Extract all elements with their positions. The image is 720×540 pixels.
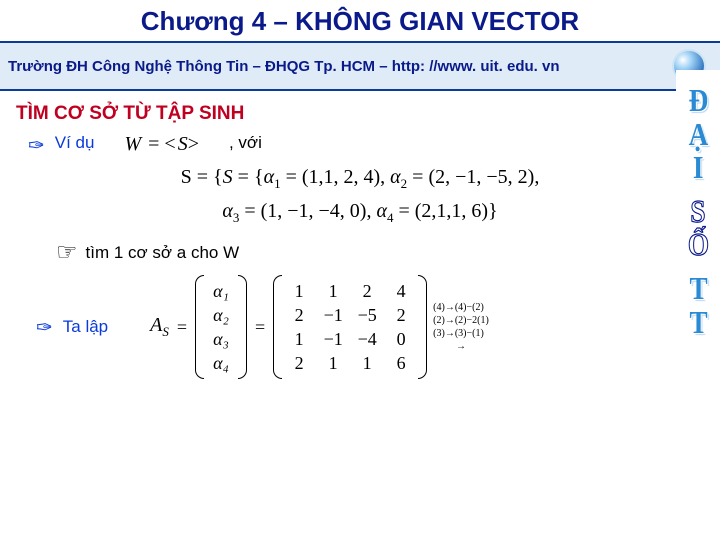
content-area: ✑ Ví dụ W = <S> , với S = {S = {α1 = (1,…	[0, 133, 720, 379]
set-definition: S = {S = {α1 = (1,1, 2, 4), α2 = (2, −1,…	[20, 166, 700, 226]
sidebar-letter: Ạ	[689, 118, 708, 152]
matrix-col-1: 1 2 1 2	[282, 275, 316, 379]
matrix-col-4: 4 2 0 6	[384, 275, 418, 379]
example-line: ✑ Ví dụ W = <S> , với	[20, 133, 700, 158]
matrix-col-2: 1 −1 −1 1	[316, 275, 350, 379]
example-equation: W = <S>	[124, 133, 199, 156]
pointing-hand-icon: ☞	[56, 238, 78, 267]
example-suffix: , với	[229, 133, 262, 153]
matrix-expression: AS = α₁ α₂ α₃ α₄ = 1 2 1 2 1 −1 −1	[150, 275, 489, 379]
row-operations: (4)→(4)−(2) (2)→(2)−2(1) (3)→(3)−(1) →	[433, 301, 489, 353]
setup-label: Ta lập	[63, 317, 108, 337]
header-bar: Trường ĐH Công Nghệ Thông Tin – ĐHQG Tp.…	[0, 41, 720, 91]
alpha-column: α₁ α₂ α₃ α₄	[204, 275, 238, 379]
sidebar-letter: Đ	[689, 84, 708, 118]
bullet-icon: ✑	[28, 133, 45, 158]
sidebar-letter: S	[690, 195, 705, 229]
chapter-title: Chương 4 – KHÔNG GIAN VECTOR	[0, 0, 720, 41]
institution-text: Trường ĐH Công Nghệ Thông Tin – ĐHQG Tp.…	[8, 58, 559, 75]
sidebar-letter: I	[693, 151, 703, 185]
section-title: TÌM CƠ SỞ TỪ TẬP SINH	[0, 91, 720, 133]
sidebar-letter: Ố	[687, 228, 708, 262]
matrix-row: ✑ Ta lập AS = α₁ α₂ α₃ α₄ = 1 2 1 2	[20, 275, 700, 379]
task-text: tìm 1 cơ sở a cho W	[86, 243, 240, 263]
sidebar-letter: T	[689, 306, 706, 340]
right-sidebar: Đ Ạ I S Ố T T	[676, 70, 720, 540]
bullet-icon-2: ✑	[36, 315, 53, 340]
matrix-col-3: 2 −5 −4 1	[350, 275, 384, 379]
task-line: ☞ tìm 1 cơ sở a cho W	[48, 238, 700, 267]
sidebar-letter: T	[689, 272, 706, 306]
example-label: Ví dụ	[55, 133, 95, 153]
